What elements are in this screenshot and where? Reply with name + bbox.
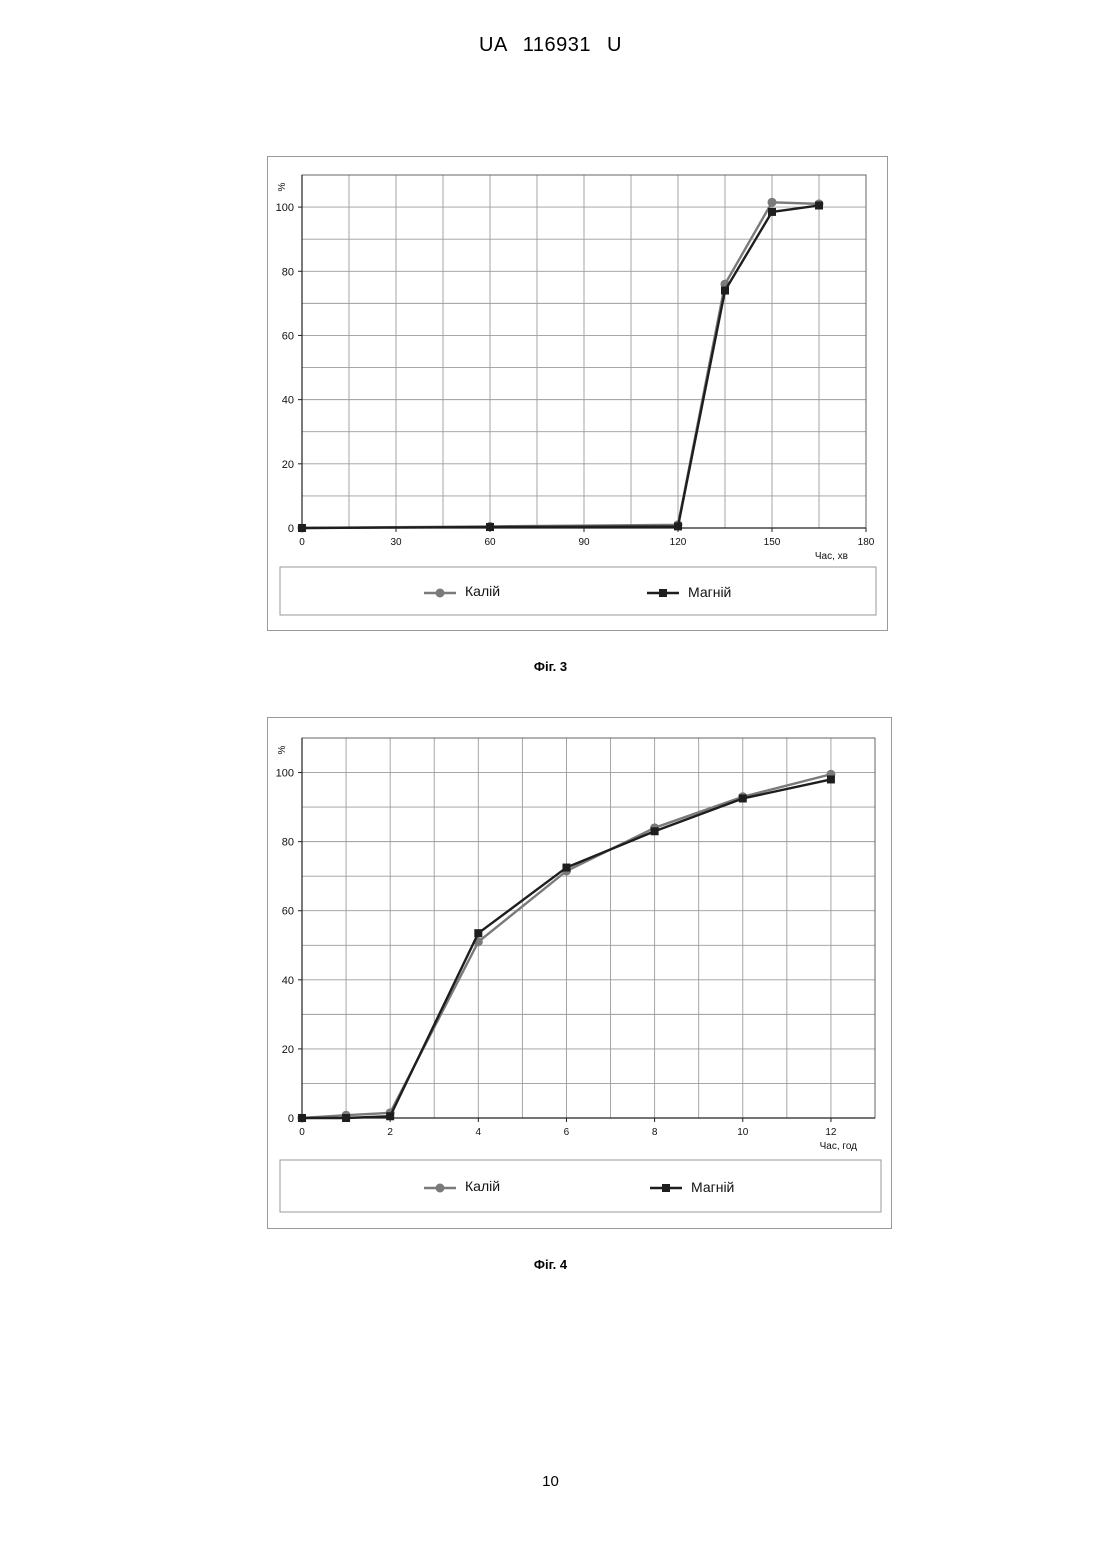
y-tick-label: 60	[282, 330, 294, 342]
legend-box	[280, 567, 876, 615]
legend-label-2: Магній	[688, 584, 731, 600]
x-tick-label: 0	[299, 537, 305, 548]
legend-marker-square	[662, 1184, 670, 1192]
y-axis-label: %	[277, 745, 288, 754]
x-tick-label: 2	[387, 1127, 393, 1138]
y-tick-label: 100	[276, 768, 294, 780]
legend-box	[280, 1160, 881, 1212]
x-tick-label: 150	[764, 537, 781, 548]
figure-4-plot: 0 20 40 60 80 100 0 2 4 6 8 10 12% Час, год Калій Магні…	[268, 718, 891, 1228]
data-point-square	[298, 1114, 306, 1122]
y-axis-label: %	[277, 182, 288, 191]
y-tick-label: 40	[282, 975, 294, 987]
page-number: 10	[0, 1473, 1101, 1490]
data-point-square	[827, 775, 835, 783]
x-axis-label: Час, хв	[815, 551, 848, 562]
data-point-square	[474, 929, 482, 937]
y-tick-label: 20	[282, 1044, 294, 1056]
x-tick-label: 90	[578, 537, 590, 548]
document-header: UA 116931 U	[0, 34, 1101, 57]
data-point-square	[562, 864, 570, 872]
legend-label-1: Калій	[465, 583, 500, 599]
y-tick-label: 60	[282, 906, 294, 918]
data-point-circle	[768, 198, 777, 207]
x-tick-label: 4	[476, 1127, 482, 1138]
x-tick-label: 0	[299, 1127, 305, 1138]
legend-label-1: Калій	[465, 1178, 500, 1194]
figure-3-caption: Фіг. 3	[0, 659, 1101, 674]
figure-3-plot: 0 20 40 60 80 100 0 30 60 90 120 150 180% Час, хв Калі…	[268, 157, 887, 630]
data-point-square	[815, 201, 823, 209]
y-tick-label: 0	[288, 1113, 294, 1125]
legend-marker-square	[659, 589, 667, 597]
y-tick-label: 20	[282, 459, 294, 471]
y-tick-label: 80	[282, 837, 294, 849]
figure-3-chart: 0 20 40 60 80 100 0 30 60 90 120 150 180% Час, хв Калі…	[267, 156, 888, 631]
x-tick-label: 120	[670, 537, 687, 548]
data-point-square	[298, 524, 306, 532]
x-axis-label: Час, год	[820, 1141, 858, 1152]
data-point-square	[486, 523, 494, 531]
x-tick-label: 6	[564, 1127, 570, 1138]
x-tick-label: 180	[858, 537, 875, 548]
x-tick-label: 30	[390, 537, 402, 548]
data-point-square	[674, 522, 682, 530]
y-tick-label: 40	[282, 395, 294, 407]
y-tick-label: 0	[288, 523, 294, 535]
legend-marker-circle	[436, 589, 445, 598]
data-point-square	[721, 287, 729, 295]
plot-area-border	[302, 738, 875, 1118]
x-tick-label: 60	[484, 537, 496, 548]
data-point-square	[651, 827, 659, 835]
data-point-square	[386, 1112, 394, 1120]
data-point-square	[739, 794, 747, 802]
figure-4-chart: 0 20 40 60 80 100 0 2 4 6 8 10 12% Час, год Калій Магні…	[267, 717, 892, 1229]
x-tick-label: 10	[737, 1127, 749, 1138]
data-point-square	[768, 208, 776, 216]
legend-marker-circle	[436, 1184, 445, 1193]
figure-4-caption: Фіг. 4	[0, 1257, 1101, 1272]
series-line-1	[302, 202, 819, 528]
y-tick-label: 80	[282, 266, 294, 278]
y-tick-label: 100	[276, 202, 294, 214]
data-point-square	[342, 1114, 350, 1122]
legend-label-2: Магній	[691, 1179, 734, 1195]
x-tick-label: 8	[652, 1127, 658, 1138]
x-tick-label: 12	[825, 1127, 837, 1138]
